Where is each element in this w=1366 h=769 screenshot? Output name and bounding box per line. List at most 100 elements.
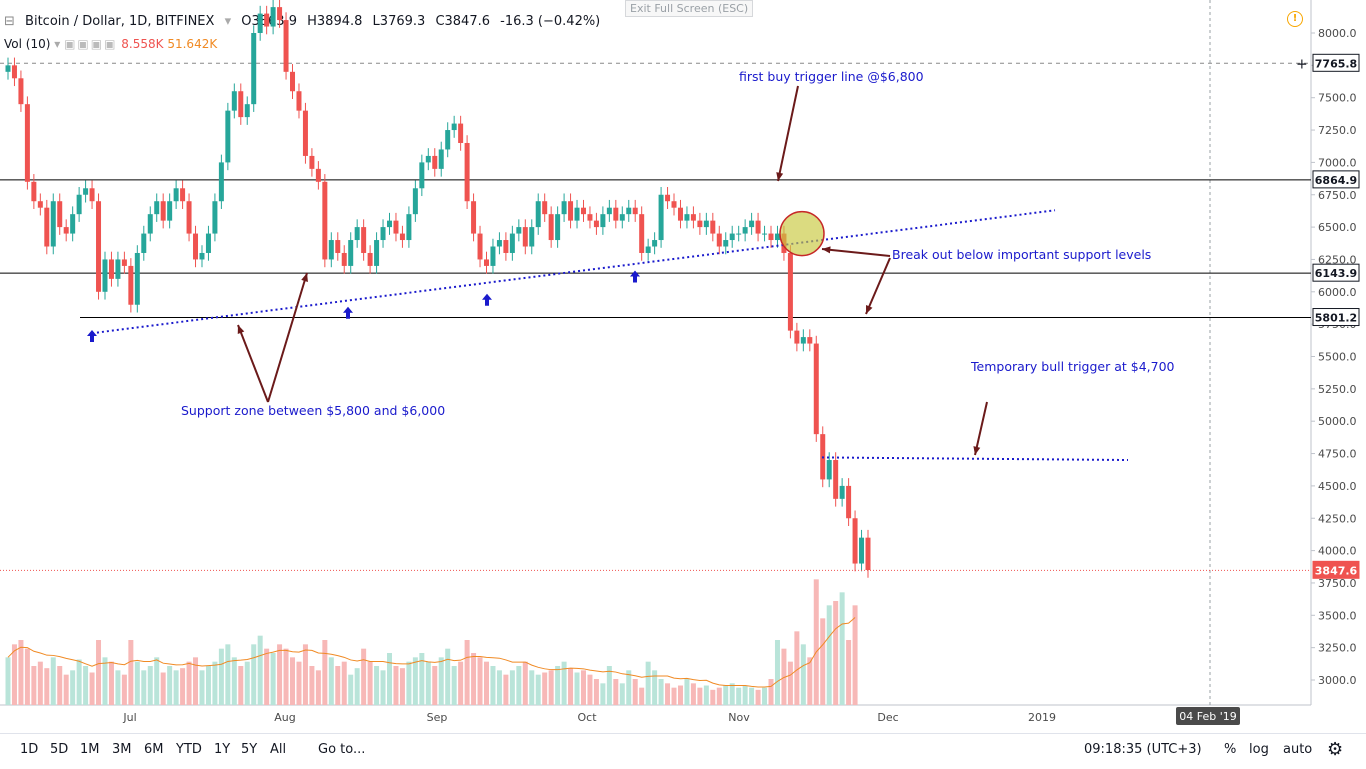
- range-6m-button[interactable]: 6M: [144, 742, 164, 757]
- volume-bar: [96, 640, 102, 705]
- candle-body: [736, 233, 742, 235]
- arrow-head: [237, 325, 245, 334]
- volume-bar: [593, 679, 599, 705]
- volume-bar: [141, 670, 147, 705]
- candle-body: [44, 207, 50, 247]
- candle-body: [412, 188, 418, 215]
- price-label-box: [1312, 170, 1360, 189]
- candle-body: [102, 259, 108, 292]
- range-1y-button[interactable]: 1Y: [214, 742, 231, 757]
- candle-body: [264, 13, 270, 27]
- annotation-text: Temporary bull trigger at $4,700: [970, 359, 1175, 374]
- range-1d-button[interactable]: 1D: [20, 742, 39, 757]
- volume-label[interactable]: Vol (10): [4, 37, 51, 51]
- volume-bar: [367, 661, 373, 705]
- annotation-text: first buy trigger line @$6,800: [739, 69, 924, 84]
- range-all-button[interactable]: All: [270, 742, 287, 757]
- volume-bar: [710, 689, 716, 705]
- arrow-head: [866, 305, 873, 314]
- volume-bar: [606, 666, 612, 705]
- volume-bar: [186, 661, 192, 705]
- candle-body: [96, 201, 102, 292]
- y-tick-label: 7500.0: [1318, 92, 1357, 105]
- range-ytd-button[interactable]: YTD: [176, 742, 202, 757]
- candle-body: [328, 240, 334, 260]
- volume-bar: [83, 666, 89, 705]
- percent-toggle[interactable]: %: [1224, 742, 1237, 757]
- volume-bar: [290, 657, 296, 705]
- auto-toggle[interactable]: auto: [1283, 742, 1313, 757]
- volume-bar: [374, 666, 380, 705]
- volume-bar: [283, 648, 289, 705]
- candle-body: [839, 485, 845, 499]
- candle-body: [787, 252, 793, 331]
- volume-bar: [774, 640, 780, 705]
- warning-icon[interactable]: !: [1287, 11, 1303, 27]
- high-number: 3894.8: [316, 14, 363, 29]
- volume-bar: [632, 679, 638, 705]
- candle-body: [859, 537, 865, 564]
- volume-bar: [652, 670, 658, 705]
- candle-body: [684, 214, 690, 221]
- volume-bar: [18, 640, 24, 705]
- exit-fullscreen-button[interactable]: Exit Full Screen (ESC): [625, 0, 754, 17]
- candle-body: [477, 233, 483, 260]
- volume-bar: [800, 644, 806, 705]
- volume-bar: [658, 679, 664, 705]
- volume-bar: [5, 657, 11, 705]
- settings-icons[interactable]: ▣▣▣▣: [64, 37, 118, 51]
- candle-body: [419, 162, 425, 189]
- high-label: H: [307, 14, 317, 29]
- range-3m-button[interactable]: 3M: [112, 742, 132, 757]
- up-arrow-icon: [343, 306, 353, 319]
- price-label: 3847.6: [1315, 564, 1358, 577]
- chevron-down-icon[interactable]: ▾: [54, 37, 61, 51]
- arrow-head: [776, 172, 784, 181]
- collapse-icon[interactable]: ⊟: [4, 14, 15, 29]
- range-1m-button[interactable]: 1M: [80, 742, 100, 757]
- candle-body: [380, 227, 386, 241]
- x-tick-label: Oct: [577, 711, 597, 724]
- volume-bar: [438, 657, 444, 705]
- volume-bar: [762, 687, 768, 705]
- range-5y-button[interactable]: 5Y: [241, 742, 258, 757]
- candle-body: [393, 220, 399, 234]
- gear-icon[interactable]: ⚙: [1327, 739, 1344, 760]
- candle-body: [483, 259, 489, 266]
- volume-bar: [108, 661, 114, 705]
- candle-body: [322, 181, 328, 260]
- candle-body: [555, 214, 561, 241]
- symbol-title[interactable]: Bitcoin / Dollar, 1D, BITFINEX: [25, 14, 215, 29]
- volume-bar: [361, 648, 367, 705]
- candle-body: [768, 233, 774, 241]
- volume-bar: [264, 648, 270, 705]
- volume-bar: [225, 644, 231, 705]
- candle-body: [749, 220, 755, 228]
- volume-bar: [154, 657, 160, 705]
- chevron-down-icon[interactable]: ▾: [224, 14, 232, 29]
- candle-body: [813, 343, 819, 435]
- close-label: C: [435, 14, 445, 29]
- volume-value: 8.558K: [121, 37, 164, 51]
- volume-bar: [309, 666, 315, 705]
- candle-body: [833, 460, 839, 499]
- candle-body: [658, 194, 664, 241]
- log-toggle[interactable]: log: [1249, 742, 1269, 757]
- volume-bar: [341, 661, 347, 705]
- volume-bar: [464, 640, 470, 705]
- candle-body: [865, 537, 871, 571]
- candle-body: [755, 220, 761, 234]
- candle-body: [18, 78, 24, 105]
- volume-bar: [11, 644, 17, 705]
- breakout-highlight: [779, 210, 825, 257]
- y-tick-label: 8000.0: [1318, 27, 1357, 40]
- candle-body: [231, 91, 237, 111]
- volume-bar: [354, 668, 360, 705]
- candle-body: [425, 155, 431, 163]
- range-5d-button[interactable]: 5D: [50, 742, 69, 757]
- volume-bar: [218, 648, 224, 705]
- goto-button[interactable]: Go to...: [318, 742, 366, 757]
- y-tick-label: 5500.0: [1318, 351, 1357, 364]
- price-chart[interactable]: 3000.0 3250.0 3500.0 3750.0 4000.0 4250.0 4500…: [0, 0, 1366, 733]
- y-tick-label: 3250.0: [1318, 642, 1357, 655]
